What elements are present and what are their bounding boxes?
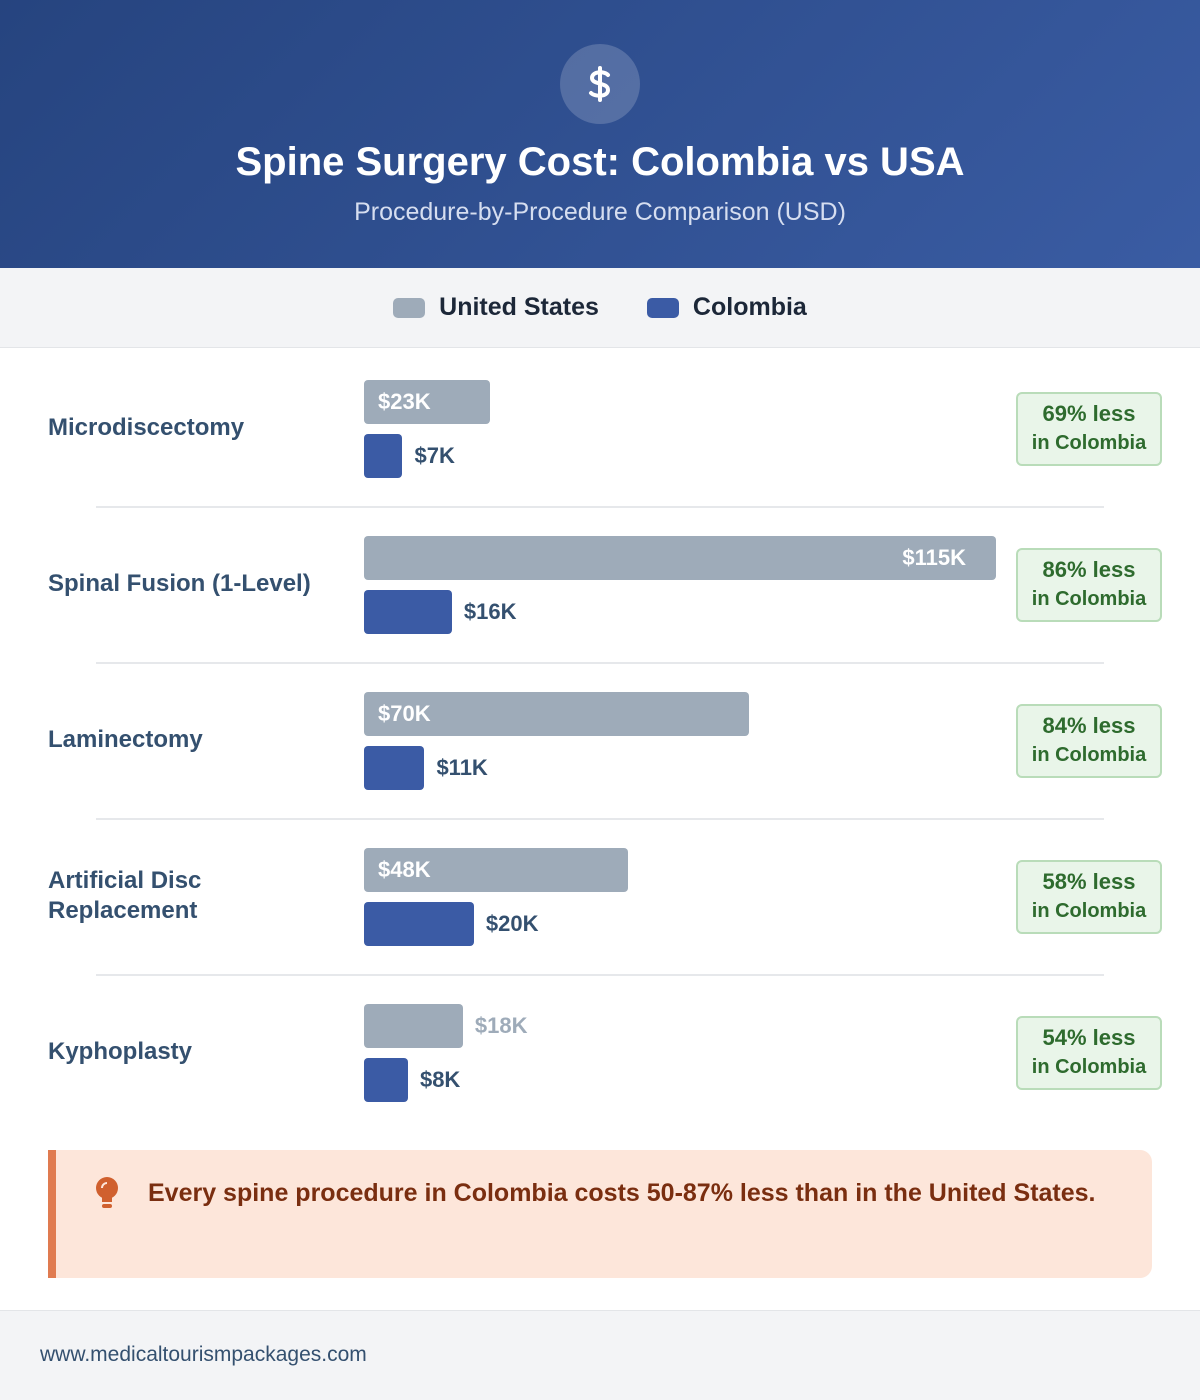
savings-badge: 54% less in Colombia xyxy=(1016,1016,1162,1090)
savings-badge: 84% less in Colombia xyxy=(1016,704,1162,778)
value-label: $115K xyxy=(902,545,966,570)
category-label: Laminectomy xyxy=(48,726,203,753)
savings-note: in Colombia xyxy=(1031,432,1147,454)
bar xyxy=(364,692,749,736)
category-label: Artificial Disc Replacement xyxy=(48,867,202,924)
legend: United States Colombia xyxy=(0,268,1200,348)
legend-item: United States xyxy=(393,293,599,322)
savings-badge: 69% less in Colombia xyxy=(1016,392,1162,466)
savings-note: in Colombia xyxy=(1031,900,1147,922)
footer-url: www.medicaltourismpackages.com xyxy=(40,1343,367,1366)
category-label: Kyphoplasty xyxy=(48,1038,193,1065)
bar xyxy=(364,746,425,790)
subtitle: Procedure-by-Procedure Comparison (USD) xyxy=(354,198,846,226)
legend-item: Colombia xyxy=(646,293,807,322)
savings-label: 54% less xyxy=(1042,1025,1136,1050)
bar xyxy=(364,590,452,634)
value-label: $70K xyxy=(378,701,431,726)
savings-note: in Colombia xyxy=(1031,1056,1147,1078)
bar xyxy=(364,434,403,478)
bar xyxy=(364,1004,463,1048)
callout: Every spine procedure in Colombia costs … xyxy=(48,1150,1152,1278)
savings-note: in Colombia xyxy=(1031,744,1147,766)
legend-label: Colombia xyxy=(692,293,807,321)
value-label: $20K xyxy=(485,911,539,936)
row-separator xyxy=(96,818,1104,820)
title: Spine Surgery Cost: Colombia vs USA xyxy=(235,140,965,184)
savings-badge: 58% less in Colombia xyxy=(1016,860,1162,934)
savings-label: 58% less xyxy=(1042,869,1136,894)
legend-label: United States xyxy=(439,293,599,321)
category-label: Microdiscectomy xyxy=(48,414,245,441)
bar xyxy=(364,380,491,424)
row-separator xyxy=(96,506,1104,508)
value-label: $48K xyxy=(378,857,431,882)
callout-text: Every spine procedure in Colombia costs … xyxy=(148,1179,1096,1207)
row-separator xyxy=(96,662,1104,664)
value-label: $16K xyxy=(463,599,517,624)
value-label: $23K xyxy=(378,389,431,414)
savings-note: in Colombia xyxy=(1031,588,1147,610)
value-label: $11K xyxy=(436,755,488,780)
savings-label: 84% less xyxy=(1042,713,1136,738)
bulb-icon xyxy=(96,1177,118,1208)
row-separator xyxy=(96,974,1104,976)
category-label: Spinal Fusion (1-Level) xyxy=(48,570,311,597)
savings-label: 69% less xyxy=(1042,401,1136,426)
bar xyxy=(364,1058,408,1102)
header: Spine Surgery Cost: Colombia vs USA Proc… xyxy=(0,0,1200,268)
footer: www.medicaltourismpackages.com xyxy=(0,1310,1200,1400)
savings-label: 86% less xyxy=(1042,557,1136,582)
value-label: $18K xyxy=(474,1013,528,1038)
value-label: $8K xyxy=(419,1067,461,1092)
legend-swatch xyxy=(393,297,426,318)
bar xyxy=(364,902,474,946)
value-label: $7K xyxy=(414,443,455,468)
legend-swatch xyxy=(646,297,679,318)
savings-badge: 86% less in Colombia xyxy=(1016,548,1162,622)
bar xyxy=(364,536,996,580)
bar xyxy=(364,848,628,892)
dollar-icon xyxy=(560,44,640,124)
dollar-glyph xyxy=(589,66,611,102)
